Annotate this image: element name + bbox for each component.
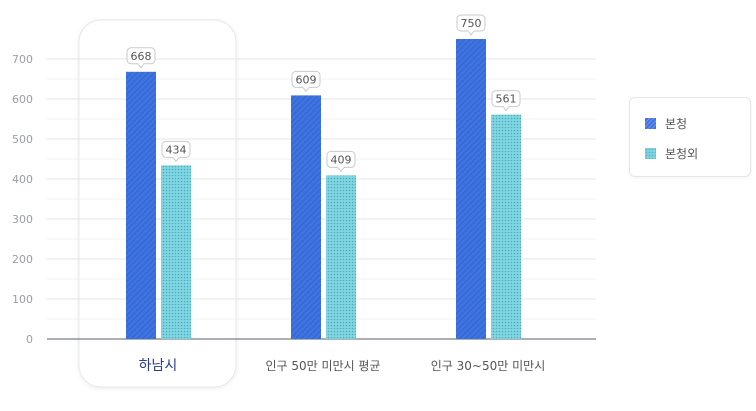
data-label-pointer: [137, 63, 145, 69]
data-label-pointer: [172, 157, 180, 163]
data-label: 668: [126, 47, 156, 69]
legend: 본청 본청외: [629, 97, 751, 177]
data-label-value: 609: [296, 73, 317, 86]
y-tick-label: 200: [12, 253, 33, 266]
data-label-pointer: [502, 106, 510, 112]
y-tick-label: 300: [12, 213, 33, 226]
bar: [326, 175, 356, 339]
legend-item-series-2[interactable]: 본청외: [645, 145, 698, 162]
bar: [291, 95, 321, 340]
data-label-value: 668: [131, 50, 152, 63]
data-label: 750: [456, 14, 486, 36]
y-tick-label: 500: [12, 133, 33, 146]
x-axis-categories: 하남시 인구 50만 미만시 평균 인구 30~50만 미만시: [139, 358, 546, 374]
data-label-pointer: [467, 30, 475, 36]
y-tick-label: 100: [12, 293, 33, 306]
data-label-value: 561: [496, 93, 517, 106]
bar: [491, 114, 521, 339]
data-label: 561: [491, 90, 521, 112]
data-label: 434: [161, 140, 191, 163]
bar: [126, 71, 156, 340]
bar: [161, 165, 191, 339]
data-label-value: 409: [331, 153, 352, 166]
y-tick-label: 700: [12, 53, 33, 66]
legend-item-series-1[interactable]: 본청: [645, 115, 687, 132]
data-label-value: 750: [461, 17, 482, 30]
data-label: 609: [291, 70, 321, 93]
y-axis-ticks: 0 100 200 300 400 500 600 700: [12, 53, 33, 346]
x-category-label: 인구 50만 미만시 평균: [265, 359, 380, 373]
legend-swatch-series-2: [645, 148, 656, 159]
data-label-pointer: [337, 167, 345, 173]
legend-label-series-1: 본청: [665, 117, 688, 131]
highlight-card: [78, 19, 237, 388]
x-category-label: 인구 30~50만 미만시: [431, 359, 545, 373]
y-tick-label: 400: [12, 173, 33, 186]
y-tick-label: 600: [12, 93, 33, 106]
y-tick-label: 0: [26, 333, 33, 346]
data-label-pointer: [302, 87, 310, 93]
data-label-value: 434: [166, 143, 187, 156]
x-category-label: 하남시: [139, 358, 178, 374]
data-labels: 668 609 750 434 409 561: [126, 14, 521, 173]
legend-label-series-2: 본청외: [665, 147, 699, 161]
data-label: 409: [326, 150, 356, 173]
bar: [456, 39, 486, 339]
bars: [126, 39, 521, 340]
legend-swatch-series-1: [645, 118, 656, 129]
